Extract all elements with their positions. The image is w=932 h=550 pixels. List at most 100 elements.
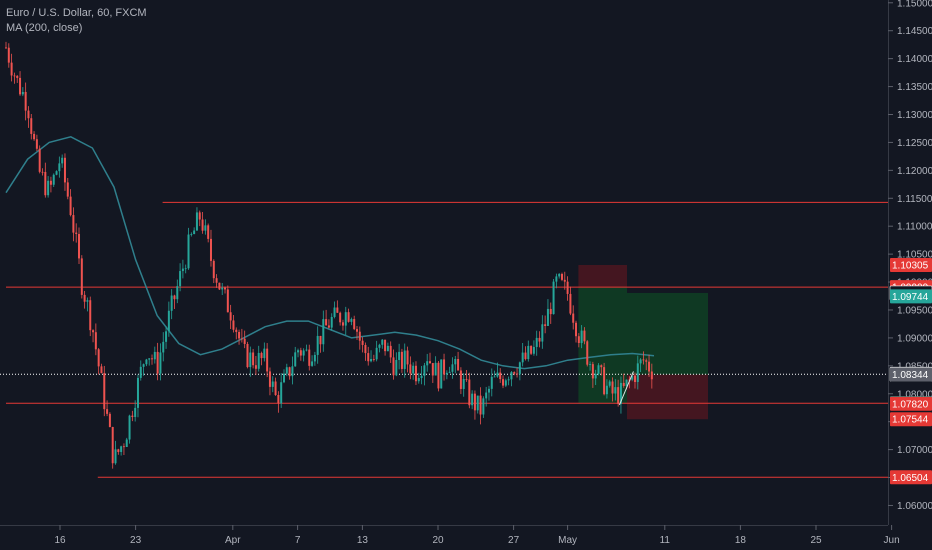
candle-body: [302, 350, 305, 356]
trendline[interactable]: [618, 371, 634, 406]
candle-body: [297, 350, 300, 353]
y-tick-label: 1.15000: [897, 0, 932, 9]
candle-body: [66, 182, 69, 197]
candle-body: [63, 157, 66, 183]
candle-body: [176, 286, 179, 300]
candle-body: [78, 233, 81, 259]
candle-body: [538, 337, 541, 342]
candle-body: [600, 365, 603, 368]
candle-body: [457, 359, 460, 371]
candle-body: [86, 300, 89, 302]
candle-body: [260, 352, 263, 359]
candle-body: [603, 367, 606, 395]
x-tick-label: Apr: [225, 535, 241, 546]
candle-body: [583, 330, 586, 342]
candle-body: [134, 407, 137, 417]
candle-body: [75, 232, 78, 234]
candle-body: [330, 316, 333, 328]
candle-body: [504, 380, 507, 386]
candle-body: [552, 281, 555, 315]
candle-body: [139, 366, 142, 378]
candle-body: [313, 354, 316, 362]
reward-zone-long[interactable]: [627, 292, 708, 375]
price-tag-label: 1.09744: [892, 292, 929, 303]
x-tick-label: 25: [810, 535, 822, 546]
candle-body: [120, 446, 123, 452]
risk-zone-long[interactable]: [627, 374, 708, 420]
candle-body: [414, 365, 417, 382]
candle-body: [448, 371, 451, 373]
candle-body: [246, 344, 249, 368]
candle-body: [575, 322, 578, 337]
candle-body: [69, 196, 72, 216]
y-tick-label: 1.06000: [897, 501, 932, 512]
reward-zone-short[interactable]: [578, 287, 627, 404]
candle-body: [145, 359, 148, 365]
candle-body: [187, 234, 190, 269]
candle-body: [375, 347, 378, 360]
candle-body: [7, 47, 10, 63]
candle-body: [38, 148, 41, 172]
candle-body: [327, 325, 330, 328]
candle-body: [650, 371, 653, 380]
candle-body: [392, 357, 395, 376]
candle-body: [254, 365, 257, 369]
candle-body: [473, 393, 476, 411]
candle-body: [325, 319, 328, 326]
candle-body: [167, 310, 170, 332]
candle-body: [617, 387, 620, 404]
candle-body: [271, 381, 274, 387]
candle-body: [440, 359, 443, 389]
candle-body: [24, 91, 27, 111]
candle-body: [560, 273, 563, 280]
candle-body: [201, 219, 204, 231]
candle-body: [485, 392, 488, 399]
y-tick-label: 1.08000: [897, 389, 932, 400]
candle-body: [544, 324, 547, 326]
candle-body: [443, 359, 446, 375]
candle-body: [92, 330, 95, 333]
candle-body: [400, 351, 403, 369]
price-tag-label: 1.08344: [892, 370, 929, 381]
candle-body: [58, 163, 61, 172]
price-axis[interactable]: 1.15000 1.14500 1.14000 1.13500 1.13000 1.125…: [888, 0, 932, 550]
candle-body: [274, 381, 277, 396]
candle-body: [577, 336, 580, 343]
y-tick-label: 1.09500: [897, 305, 932, 316]
y-tick-label: 1.11500: [897, 194, 932, 205]
y-tick-label: 1.07000: [897, 445, 932, 456]
candle-body: [288, 367, 291, 377]
symbol-title[interactable]: Euro / U.S. Dollar, 60, FXCM: [6, 7, 147, 19]
candle-body: [518, 362, 521, 375]
candle-body: [72, 215, 75, 233]
candle-body: [344, 312, 347, 326]
candle-body: [608, 381, 611, 386]
candle-body: [44, 171, 47, 196]
candle-body: [61, 157, 64, 164]
candle-body: [384, 339, 387, 352]
candle-body: [195, 212, 198, 231]
indicator-label[interactable]: MA (200, close): [6, 22, 83, 34]
candle-body: [319, 335, 322, 345]
candle-body: [282, 373, 285, 383]
candle-body: [308, 349, 311, 366]
candle-body: [645, 360, 648, 362]
candle-body: [631, 375, 634, 380]
candle-body: [591, 364, 594, 379]
time-axis[interactable]: 16 23 Apr 7 13 20 27 May 11 18 25 Jun: [0, 525, 900, 546]
candle-body: [639, 359, 642, 364]
candle-body: [215, 278, 218, 283]
candle-body: [212, 260, 215, 279]
candle-body: [106, 409, 109, 414]
x-tick-label: Jun: [884, 535, 900, 546]
candle-body: [546, 308, 549, 326]
candle-body: [605, 385, 608, 395]
candle-body: [266, 348, 269, 372]
risk-zone-short[interactable]: [578, 265, 627, 288]
y-tick-label: 1.12500: [897, 138, 932, 149]
candle-body: [277, 395, 280, 404]
candle-body: [353, 319, 356, 330]
candle-body: [555, 276, 558, 282]
